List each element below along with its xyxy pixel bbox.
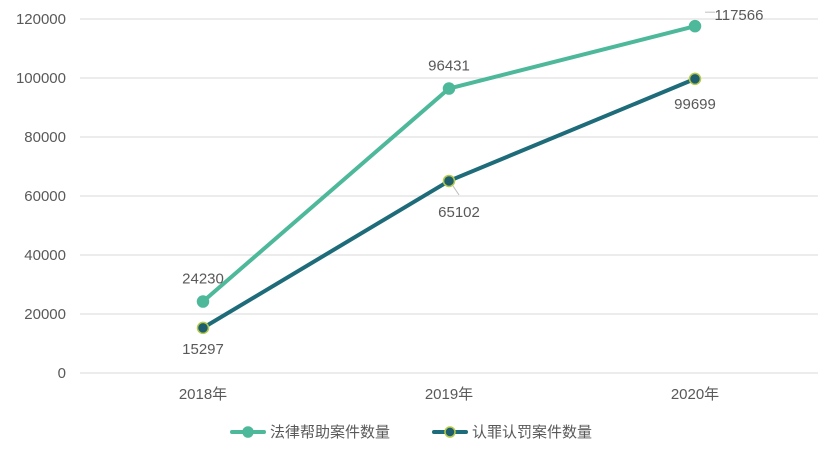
y-axis: 0 20000 40000 60000 80000 100000 120000 [16, 11, 66, 382]
legend-item[interactable]: 认罪认罚案件数量 [432, 423, 592, 441]
gridlines [80, 18, 818, 374]
y-tick-label: 40000 [24, 247, 66, 264]
data-label: 15297 [182, 341, 224, 358]
legend-label: 法律帮助案件数量 [270, 423, 390, 441]
data-label: 117566 [715, 7, 764, 24]
data-point[interactable] [442, 174, 456, 188]
y-tick-label: 60000 [24, 188, 66, 205]
legend-label: 认罪认罚案件数量 [472, 423, 592, 441]
x-axis: 2018年 2019年 2020年 [179, 386, 719, 403]
legend-marker [242, 426, 254, 438]
data-labels: 24230 96431 117566 15297 65102 99699 [182, 7, 763, 358]
x-tick-label: 2018年 [179, 386, 227, 403]
legend-item[interactable]: 法律帮助案件数量 [230, 423, 390, 441]
data-label: 99699 [674, 96, 716, 113]
data-point[interactable] [196, 321, 210, 335]
x-tick-label: 2020年 [671, 386, 719, 403]
legend-marker [444, 426, 456, 438]
data-label: 24230 [182, 271, 224, 288]
data-label: 96431 [428, 58, 470, 75]
series-lines [196, 19, 702, 335]
data-point[interactable] [442, 82, 456, 95]
y-tick-label: 20000 [24, 306, 66, 323]
y-tick-label: 100000 [16, 70, 66, 87]
y-tick-label: 80000 [24, 129, 66, 146]
data-label: 65102 [438, 204, 480, 221]
y-tick-label: 0 [58, 365, 66, 382]
data-point[interactable] [688, 19, 702, 33]
data-point[interactable] [688, 72, 702, 86]
data-point[interactable] [196, 295, 210, 308]
legend: 法律帮助案件数量 认罪认罚案件数量 [230, 423, 592, 441]
x-tick-label: 2019年 [425, 386, 473, 403]
y-tick-label: 120000 [16, 11, 66, 28]
label-leader-line [452, 185, 460, 196]
